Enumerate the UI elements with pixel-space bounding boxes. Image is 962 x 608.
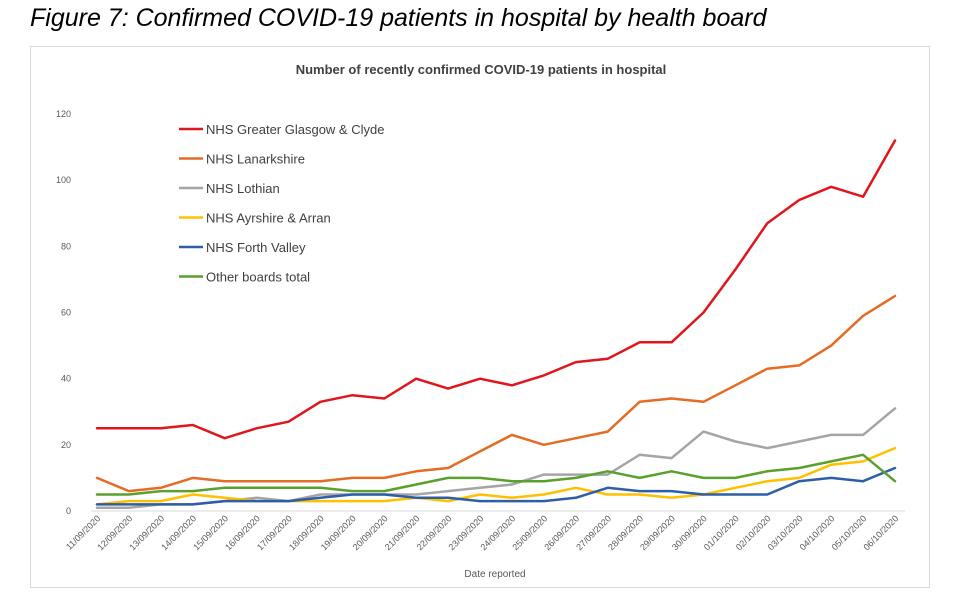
x-tick-label: 06/10/2020 — [861, 513, 900, 552]
legend: NHS Greater Glasgow & Clyde NHS Lanarkshi… — [179, 122, 384, 285]
x-axis-label: Date reported — [464, 569, 525, 580]
legend-label: Other boards total — [206, 270, 310, 285]
y-tick-label: 20 — [61, 440, 71, 450]
y-tick-label: 60 — [61, 308, 71, 318]
series-line-1 — [95, 294, 897, 493]
y-tick-label: 80 — [61, 241, 71, 251]
legend-label: NHS Greater Glasgow & Clyde — [206, 122, 384, 137]
legend-label: NHS Lothian — [206, 181, 280, 196]
series-line-3 — [95, 446, 897, 506]
line-chart: Number of recently confirmed COVID-19 pa… — [56, 62, 905, 580]
y-tick-label: 0 — [66, 506, 71, 516]
series-line-4 — [95, 466, 897, 506]
series-lines — [95, 139, 897, 509]
y-tick-label: 100 — [56, 175, 71, 185]
y-tick-label: 120 — [56, 109, 71, 119]
figure-title: Figure 7: Confirmed COVID-19 patients in… — [30, 4, 767, 32]
chart-title: Number of recently confirmed COVID-19 pa… — [296, 62, 667, 77]
legend-label: NHS Forth Valley — [206, 240, 306, 255]
y-axis: 0 20 40 60 80 100 120 — [56, 109, 71, 516]
series-line-2 — [95, 407, 897, 509]
chart-frame: Number of recently confirmed COVID-19 pa… — [30, 46, 930, 588]
y-tick-label: 40 — [61, 374, 71, 384]
series-line-0 — [95, 139, 897, 440]
legend-label: NHS Lanarkshire — [206, 152, 305, 167]
x-axis: 11/09/202012/09/202013/09/202014/09/2020… — [64, 510, 905, 552]
series-line-5 — [95, 453, 897, 496]
legend-label: NHS Ayrshire & Arran — [206, 211, 331, 226]
